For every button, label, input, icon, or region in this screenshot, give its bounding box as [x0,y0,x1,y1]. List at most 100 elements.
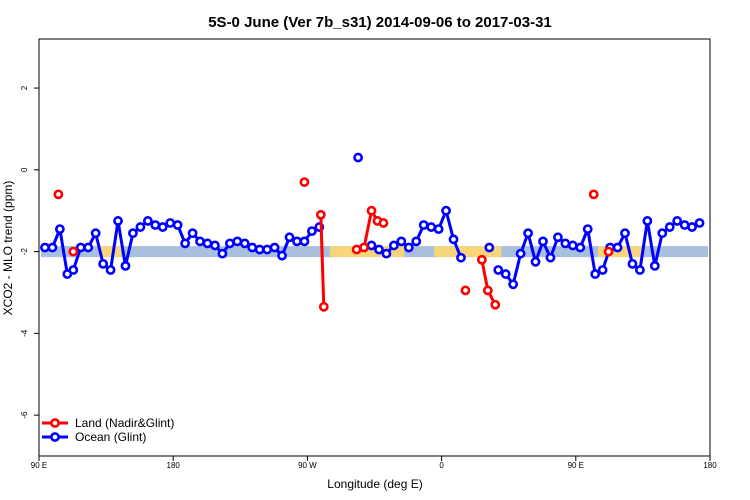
land-data-point [299,177,310,187]
ocean-data-point [664,222,675,232]
land-data-point [588,189,599,200]
ocean-data-point [68,265,79,275]
ocean-data-point [396,236,407,247]
ocean-data-point [687,222,698,232]
y-tick-label: -6 [20,411,29,419]
ocean-data-point [135,222,146,232]
ocean-data-point [120,260,131,271]
ocean-data-point [530,256,541,267]
land-data-point [476,254,487,265]
land-legend-marker [50,418,60,428]
ocean-data-point [299,236,310,247]
ocean-data-point [224,238,235,249]
ocean-data-point [590,269,601,279]
ocean-data-point [575,242,586,253]
ocean-data-point [545,252,556,263]
ocean-data-point [426,222,437,232]
ocean-data-point [366,240,377,251]
ocean-data-point [635,265,645,275]
y-tick-label: 0 [20,167,29,172]
ocean-data-point [672,216,683,226]
ocean-data-point [418,220,429,230]
y-axis: 2 0 -2 -4 -6 [20,85,39,419]
plot-area [40,152,708,312]
ocean-data-point [553,232,563,243]
ocean-data-point [247,242,258,253]
land-data-point [482,285,493,296]
land-data-point [68,246,79,257]
land-data-point [351,244,362,255]
ocean-data-point [284,232,295,243]
land-data-point [53,189,64,200]
ocean-data-point [448,234,459,245]
land-data-point [359,242,369,253]
ocean-data-point [523,228,533,239]
legend: Land (Nadir&Glint)Ocean (Glint) [42,416,174,444]
ocean-data-point [292,236,302,247]
ocean-data-point [195,236,205,247]
land-data-point [460,285,471,296]
ocean-legend-marker [50,432,60,442]
ocean-data-point [642,216,653,226]
ocean-data-point [157,222,168,232]
x-tick-label: 0 [439,461,444,470]
ocean-data-point [254,244,265,255]
ocean-data-point [694,218,705,228]
ocean-data-point [493,265,504,275]
ocean-data-point [388,240,399,251]
ocean-data-point [538,236,548,247]
ocean-data-point [433,224,444,235]
land-legend-label: Land (Nadir&Glint) [75,416,174,430]
x-axis-label: Longitude (deg E) [327,477,422,491]
y-tick-label: -4 [20,329,29,337]
ocean-data-point [75,242,86,253]
ocean-data-point [47,242,58,253]
ocean-data-point [83,242,94,253]
land-data-point [603,246,614,257]
ocean-data-point [113,216,123,226]
land-data-point [378,218,389,228]
ocean-data-point [649,260,660,271]
ocean-data-point [441,205,451,216]
chart-title: 5S-0 June (Ver 7b_s31) 2014-09-06 to 201… [208,14,552,31]
ocean-data-point [597,265,608,275]
x-axis: 90 E 180 90 W 0 90 E 180 [31,456,717,470]
ocean-data-point [353,152,363,163]
ocean-data-point [142,216,153,226]
ocean-data-point [456,252,466,263]
ocean-data-point [500,269,511,279]
ocean-data-point [306,226,317,237]
ocean-data-point [403,242,414,253]
y-tick-label: -2 [20,247,29,255]
y-tick-label: 2 [20,85,29,90]
ocean-data-point [381,248,392,259]
ocean-data-point [612,242,623,253]
ocean-data-point [128,228,138,239]
x-tick-label: 90 E [31,461,47,470]
y-axis-label: XCO2 - MLO trend (ppm) [1,181,15,316]
ocean-data-point [54,224,65,235]
ocean-data-point [262,244,273,255]
plot-frame [38,38,711,457]
ocean-data-point [90,228,101,239]
ocean-data-point [560,238,571,249]
x-tick-label: 180 [703,461,717,470]
ocean-data-point [172,220,183,230]
ocean-data-point [150,220,161,230]
ocean-data-point [582,224,593,235]
land-data-point [490,299,501,310]
ocean-data-point [232,236,243,247]
x-tick-label: 90 W [298,461,317,470]
ocean-data-point [484,242,495,253]
ocean-data-point [210,240,220,251]
ocean-data-point [627,258,638,269]
land-data-point [366,205,377,216]
ocean-data-point [180,238,191,249]
ocean-data-point [567,240,578,251]
ocean-data-point [374,244,384,255]
ocean-legend-label: Ocean (Glint) [75,430,146,444]
ocean-data-point [411,236,422,247]
ocean-data-point [277,250,287,261]
land-series-line [319,214,326,307]
ocean-data-point [508,279,519,290]
